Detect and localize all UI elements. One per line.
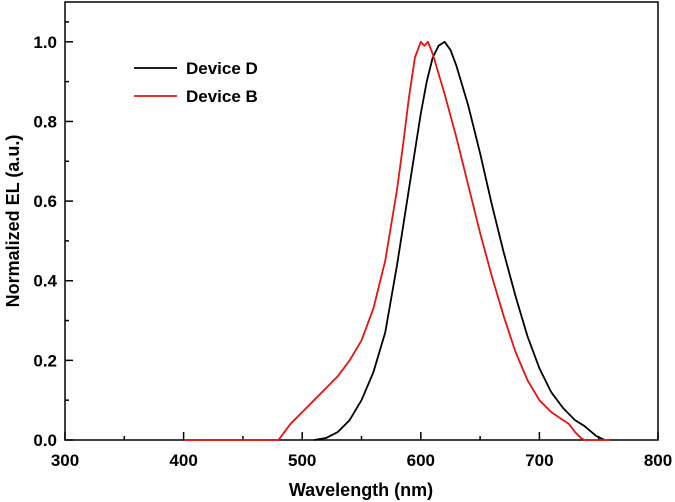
x-tick-label: 800: [644, 451, 672, 470]
y-tick-label: 0.6: [33, 192, 57, 211]
y-tick-label: 0.4: [33, 272, 57, 291]
y-ticks: 0.0 0.2 0.4 0.6 0.8 1.0: [33, 21, 73, 450]
x-tick-label: 700: [525, 451, 553, 470]
legend: Device D Device B: [134, 59, 258, 106]
y-tick-label: 1.0: [33, 33, 57, 52]
x-axis-title: Wavelength (nm): [289, 480, 433, 500]
series-layer: [183, 40, 611, 441]
y-tick-label: 0.2: [33, 351, 57, 370]
x-tick-label: 300: [51, 451, 79, 470]
legend-label: Device B: [186, 87, 258, 106]
x-tick-label: 500: [288, 451, 316, 470]
series-line-device-d: [313, 40, 606, 441]
y-axis-title: Normalized EL (a.u.): [3, 135, 23, 308]
y-tick-label: 0.0: [33, 431, 57, 450]
legend-label: Device D: [186, 59, 258, 78]
x-tick-label: 400: [169, 451, 197, 470]
x-ticks: 300 400 500 600 700 800: [51, 432, 672, 470]
series-line-device-b: [183, 40, 611, 441]
x-tick-label: 600: [407, 451, 435, 470]
y-tick-label: 0.8: [33, 112, 57, 131]
